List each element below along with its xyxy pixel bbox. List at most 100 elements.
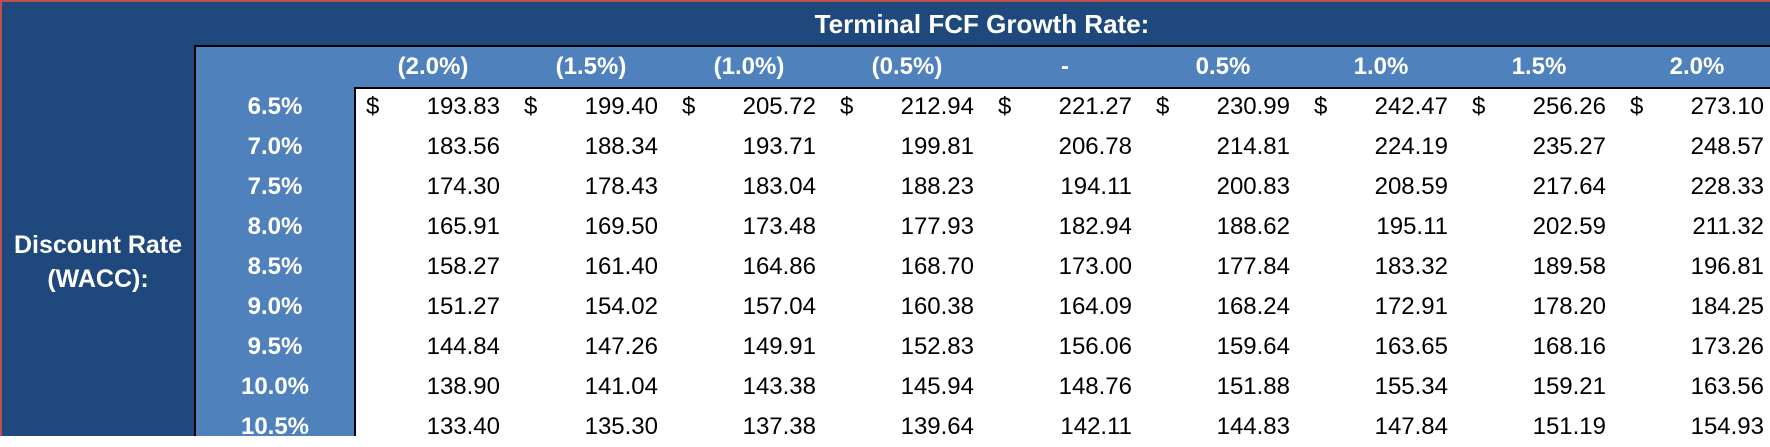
table-title: Terminal FCF Growth Rate: <box>814 9 1150 39</box>
cell-value: 178.20 <box>1532 293 1606 320</box>
cell-value: 143.38 <box>742 373 816 400</box>
cell-value: 228.33 <box>1690 173 1764 200</box>
table-cell: 173.48 <box>672 207 830 247</box>
currency-symbol: $ <box>1156 93 1170 120</box>
table-cell: 152.83 <box>830 327 988 367</box>
table-cell: 143.38 <box>672 367 830 407</box>
cell-value: 211.32 <box>1692 213 1764 240</box>
table-cell: 182.94 <box>988 207 1146 247</box>
discount-rate-header: 10.0% <box>240 373 310 400</box>
table-cell: $230.99 <box>1146 87 1304 127</box>
cell-value: 165.91 <box>426 213 500 240</box>
cell-value: 135.30 <box>584 413 658 440</box>
cell-value: 189.58 <box>1532 253 1606 280</box>
cell-value: 242.47 <box>1374 93 1448 120</box>
table-cell: 154.02 <box>514 287 672 327</box>
table-cell: 158.27 <box>356 247 514 287</box>
table-body: (2.0%) (1.5%) (1.0%) (0.5%) - 0.5% 1.0% 1.5% 2.0… <box>194 45 1770 440</box>
table-cell: 178.43 <box>514 167 672 207</box>
table-cell: 144.83 <box>1146 407 1304 447</box>
cell-value: 168.70 <box>900 253 974 280</box>
table-cell: 169.50 <box>514 207 672 247</box>
growth-rate-header: 2.0% <box>1669 53 1725 80</box>
table-cell: 151.27 <box>356 287 514 327</box>
cell-value: 183.32 <box>1374 253 1448 280</box>
cell-value: 156.06 <box>1058 333 1132 360</box>
cell-value: 154.02 <box>584 293 658 320</box>
table-cell: 138.90 <box>356 367 514 407</box>
table-cell: 183.56 <box>356 127 514 167</box>
cell-value: 182.94 <box>1058 213 1132 240</box>
table-cell: 139.64 <box>830 407 988 447</box>
cell-value: 147.84 <box>1374 413 1448 440</box>
table-cell: 133.40 <box>356 407 514 447</box>
cell-value: 221.27 <box>1058 93 1132 120</box>
table-cell: 183.04 <box>672 167 830 207</box>
cell-value: 230.99 <box>1216 93 1290 120</box>
cell-value: 157.04 <box>742 293 816 320</box>
cell-value: 133.40 <box>426 413 500 440</box>
cell-value: 174.30 <box>426 173 500 200</box>
cell-value: 164.86 <box>742 253 816 280</box>
table-cell: 193.71 <box>672 127 830 167</box>
cell-value: 144.83 <box>1216 413 1290 440</box>
table-cell: 208.59 <box>1304 167 1462 207</box>
table-cell: $212.94 <box>830 87 988 127</box>
table-cell: $205.72 <box>672 87 830 127</box>
table-cell: 160.38 <box>830 287 988 327</box>
table-cell: 188.23 <box>830 167 988 207</box>
table-cell: 168.16 <box>1462 327 1620 367</box>
growth-rate-header: (1.0%) <box>713 53 785 80</box>
discount-rate-header: 9.0% <box>247 293 303 320</box>
discount-rate-header: 6.5% <box>247 93 303 120</box>
discount-rate-header: 7.0% <box>247 133 303 160</box>
cell-value: 178.43 <box>584 173 658 200</box>
cell-value: 139.64 <box>900 413 974 440</box>
discount-rate-header: 8.5% <box>247 253 303 280</box>
table-cell: 228.33 <box>1620 167 1770 207</box>
cell-value: 137.38 <box>742 413 816 440</box>
cell-value: 160.38 <box>900 293 974 320</box>
discount-rate-header: 8.0% <box>247 213 303 240</box>
table-cell: 196.81 <box>1620 247 1770 287</box>
table-cell: 161.40 <box>514 247 672 287</box>
table-cell: 172.91 <box>1304 287 1462 327</box>
cell-value: 193.71 <box>742 133 816 160</box>
table-cell: 214.81 <box>1146 127 1304 167</box>
cell-value: 183.56 <box>426 133 500 160</box>
cell-value: 169.50 <box>584 213 658 240</box>
cell-value: 151.88 <box>1216 373 1290 400</box>
table-cell: 155.34 <box>1304 367 1462 407</box>
table-cell: 154.93 <box>1620 407 1770 447</box>
table-cell: 248.57 <box>1620 127 1770 167</box>
cell-value: 199.81 <box>900 133 974 160</box>
cell-value: 151.27 <box>426 293 500 320</box>
cell-value: 200.83 <box>1216 173 1290 200</box>
table-cell: 195.11 <box>1304 207 1462 247</box>
cell-value: 161.40 <box>584 253 658 280</box>
table-cell: 202.59 <box>1462 207 1620 247</box>
table-cell: 145.94 <box>830 367 988 407</box>
table-cell: 188.34 <box>514 127 672 167</box>
currency-symbol: $ <box>998 93 1012 120</box>
currency-symbol: $ <box>840 93 854 120</box>
table-cell: 137.38 <box>672 407 830 447</box>
table-cell: 189.58 <box>1462 247 1620 287</box>
cell-value: 202.59 <box>1532 213 1606 240</box>
growth-rate-header: 0.5% <box>1195 53 1251 80</box>
cell-value: 142.11 <box>1060 413 1132 440</box>
cell-value: 159.64 <box>1216 333 1290 360</box>
cell-value: 173.00 <box>1058 253 1132 280</box>
cell-value: 173.48 <box>742 213 816 240</box>
table-cell: 206.78 <box>988 127 1146 167</box>
cell-value: 217.64 <box>1532 173 1606 200</box>
cell-value: 205.72 <box>742 93 816 120</box>
table-cell: 159.21 <box>1462 367 1620 407</box>
cell-value: 163.56 <box>1690 373 1764 400</box>
table-cell: 164.09 <box>988 287 1146 327</box>
discount-rate-header: 7.5% <box>247 173 303 200</box>
table-cell: $193.83 <box>356 87 514 127</box>
table-cell: 199.81 <box>830 127 988 167</box>
table-cell: 148.76 <box>988 367 1146 407</box>
table-cell: 168.24 <box>1146 287 1304 327</box>
